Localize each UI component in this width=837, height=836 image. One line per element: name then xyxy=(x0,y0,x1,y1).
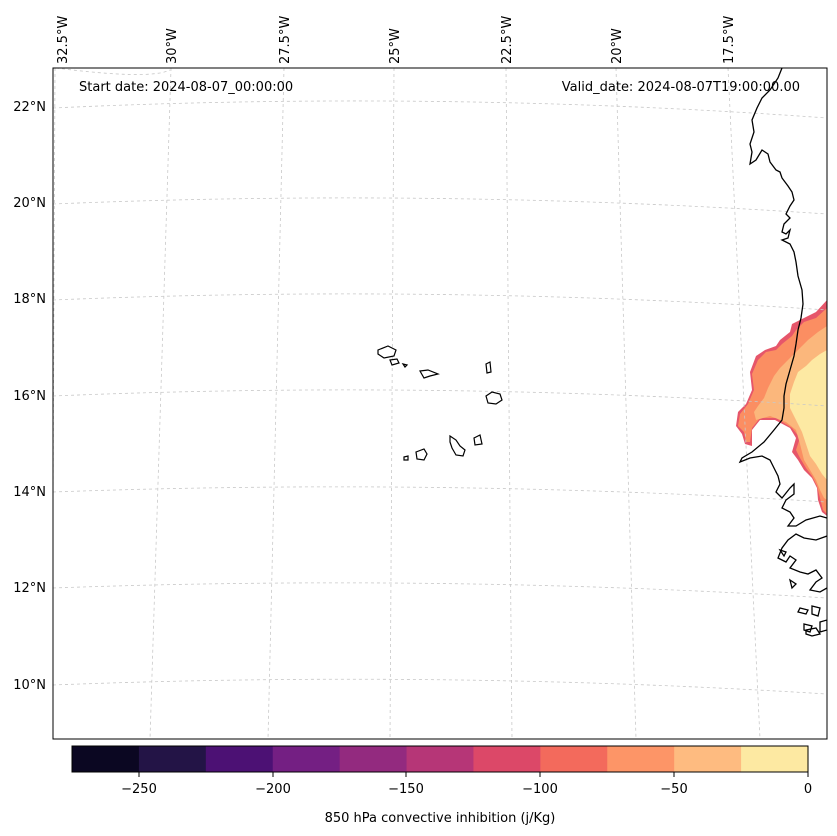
colorbar-swatch xyxy=(674,746,742,772)
colorbar-tick-label: −200 xyxy=(255,782,291,797)
lat-label: 22°N xyxy=(13,100,46,115)
lat-label: 18°N xyxy=(13,292,46,307)
colorbar-ticks xyxy=(138,772,809,777)
lat-label: 12°N xyxy=(13,581,46,596)
colorbar-swatch xyxy=(406,746,475,772)
island-santa-luzia xyxy=(401,363,409,368)
longitude-labels: 32.5°W 30°W 27.5°W 25°W 22.5°W 20°W 17.5… xyxy=(56,16,737,64)
cin-inner-contour xyxy=(790,350,827,480)
lat-label: 10°N xyxy=(13,678,46,693)
lon-label: 25°W xyxy=(388,28,403,64)
colorbar-swatch xyxy=(607,746,675,772)
lat-label: 16°N xyxy=(13,389,46,404)
colorbar-title: 850 hPa convective inhibition (j/Kg) xyxy=(325,811,556,826)
colorbar-swatch xyxy=(205,746,274,772)
colorbar-swatch xyxy=(741,746,809,772)
lat-label: 14°N xyxy=(13,485,46,500)
colorbar-swatch xyxy=(473,746,541,772)
lat-label: 20°N xyxy=(13,196,46,211)
colorbar-swatch xyxy=(339,746,408,772)
lon-label: 27.5°W xyxy=(278,16,293,64)
island-brava xyxy=(403,455,409,461)
island-santo-antao xyxy=(377,345,397,359)
lon-label: 32.5°W xyxy=(56,16,71,64)
colorbar-swatch xyxy=(272,746,341,772)
graticule xyxy=(53,68,827,739)
cin-field xyxy=(736,300,827,516)
island-boa-vista xyxy=(485,391,503,405)
colorbar: −250 −200 −150 −100 −50 0 850 hPa convec… xyxy=(71,745,812,826)
lon-label: 30°W xyxy=(165,28,180,64)
map-frame xyxy=(52,67,828,740)
start-date-label: Start date: 2024-08-07_00:00:00 xyxy=(79,80,293,95)
lon-label: 22.5°W xyxy=(500,16,515,64)
colorbar-swatch xyxy=(72,746,140,772)
island-sao-nicolau xyxy=(419,369,440,379)
lon-label: 20°W xyxy=(610,28,625,64)
colorbar-tick-label: −50 xyxy=(660,782,687,797)
coastal-islands xyxy=(778,548,827,637)
colorbar-tick-label: −100 xyxy=(522,782,558,797)
guinea-bissau-coastline xyxy=(777,533,827,593)
cape-verde-islands xyxy=(377,345,503,461)
colorbar-swatch xyxy=(138,746,207,772)
colorbar-frame xyxy=(71,745,809,773)
africa-coastline xyxy=(738,68,827,527)
colorbar-tick-label: −250 xyxy=(121,782,157,797)
island-maio xyxy=(473,434,483,446)
colorbar-tick-label: −150 xyxy=(388,782,424,797)
colorbar-swatch xyxy=(540,746,608,772)
lon-label: 17.5°W xyxy=(722,16,737,64)
colorbar-swatches xyxy=(72,746,809,772)
island-fogo xyxy=(415,448,428,461)
map-area xyxy=(53,68,827,739)
valid-date-label: Valid_date: 2024-08-07T19:00:00.00 xyxy=(562,80,800,95)
latitude-labels: 22°N 20°N 18°N 16°N 14°N 12°N 10°N xyxy=(13,100,46,693)
colorbar-tick-label: 0 xyxy=(804,782,812,797)
island-sao-vicente xyxy=(389,358,400,366)
island-sal xyxy=(485,361,492,374)
island-santiago xyxy=(449,434,466,457)
